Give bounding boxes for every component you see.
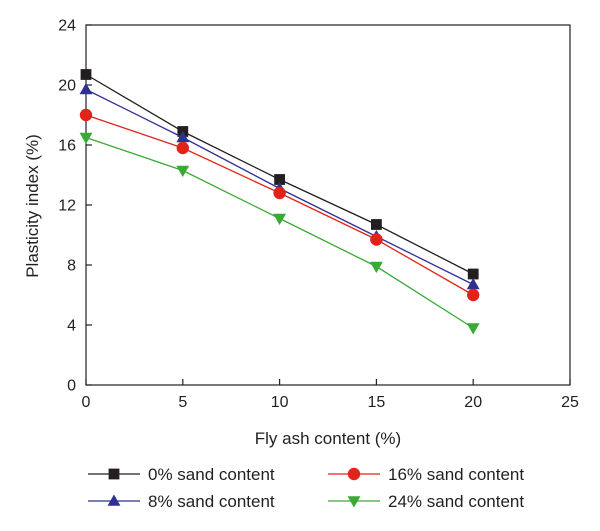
legend-item: 0% sand content: [88, 465, 275, 484]
legend-label: 16% sand content: [388, 465, 524, 484]
y-axis: 0 4 8 12 16 20 24: [58, 18, 92, 395]
series-layer: [79, 69, 480, 335]
data-point: [176, 165, 190, 178]
legend-label: 24% sand content: [388, 492, 524, 511]
legend-item: 16% sand content: [328, 465, 524, 484]
data-point: [273, 186, 286, 200]
data-point: [466, 277, 480, 290]
data-point: [80, 69, 92, 80]
data-point: [79, 132, 93, 145]
x-tick-label: 20: [464, 394, 482, 411]
plot-frame: [85, 24, 571, 386]
y-tick-label: 12: [58, 198, 76, 215]
series-1: [80, 69, 479, 280]
data-point: [176, 141, 190, 155]
data-point: [370, 233, 383, 246]
y-tick-label: 0: [67, 378, 76, 395]
legend-marker: [347, 467, 361, 481]
x-tick-label: 10: [271, 394, 289, 411]
data-point: [370, 219, 382, 230]
y-axis-title: Plasticity index (%): [23, 134, 42, 278]
series-3: [79, 108, 480, 302]
series-line: [85, 136, 474, 329]
data-point: [79, 82, 93, 95]
plot-border: [85, 24, 571, 386]
x-tick-label: 0: [82, 394, 91, 411]
legend-label: 0% sand content: [148, 465, 275, 484]
x-tick-label: 25: [561, 394, 579, 411]
series-line: [85, 114, 474, 296]
legend: 0% sand content 8% sand content 16% sand c…: [88, 465, 524, 511]
x-tick-label: 5: [178, 394, 187, 411]
legend-label: 8% sand content: [148, 492, 275, 511]
data-point: [369, 261, 383, 274]
y-tick-label: 16: [58, 138, 76, 155]
legend-marker: [347, 496, 361, 508]
x-axis: 0 5 10 15 20 25: [82, 379, 579, 411]
legend-marker: [108, 468, 120, 480]
series-2: [79, 82, 480, 290]
data-point: [79, 108, 93, 122]
data-point: [467, 268, 479, 280]
y-tick-label: 4: [67, 318, 76, 335]
y-tick-label: 8: [67, 258, 76, 275]
series-4: [79, 132, 480, 335]
x-tick-label: 15: [368, 394, 386, 411]
legend-item: 24% sand content: [328, 492, 524, 511]
data-point: [466, 323, 480, 335]
legend-item: 8% sand content: [88, 492, 275, 511]
y-tick-label: 20: [58, 78, 76, 95]
x-axis-title: Fly ash content (%): [255, 429, 401, 448]
data-point: [273, 213, 287, 226]
legend-marker: [107, 494, 121, 506]
y-tick-label: 24: [58, 18, 76, 35]
data-point: [467, 288, 480, 302]
